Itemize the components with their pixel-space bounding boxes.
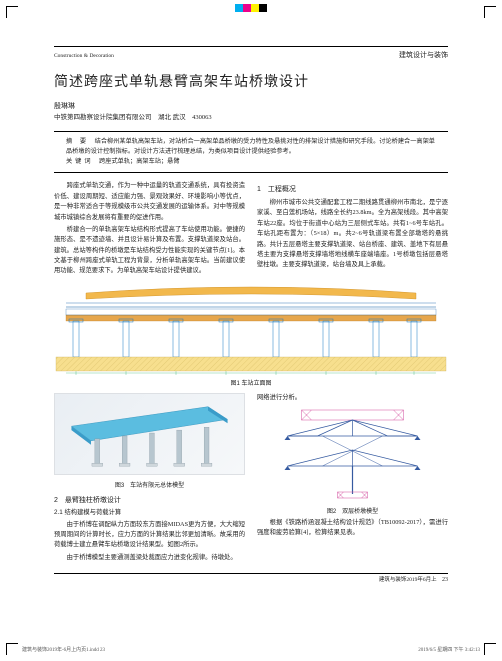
abstract-text: 结合柳州某单轨高架车站，对站桥合一高架单品桥墩的受力特性及悬挑对性的排架设计措施…: [66, 138, 435, 155]
print-color-bar: [0, 4, 502, 18]
section1-p1: 柳州市城市公共交通配套工程二期线路贯通柳州市南北，是宁逐家溪、至白莲机场站，线路…: [257, 198, 448, 271]
col-right: 1 工程概况 柳州市城市公共交通配套工程二期线路贯通柳州市南北，是宁逐家溪、至白…: [257, 181, 448, 278]
page-content: Construction & Decoration 建筑设计与装饰 简述跨座式单…: [18, 22, 484, 633]
figure1-svg: [54, 285, 448, 375]
lower-columns: 图3 车站有限元总体模型 2 悬臂独柱桥墩设计 2.1 结构建模与荷载计算 由于…: [54, 393, 448, 565]
section2-p1: 由于桥博在调配纵力方面较东方面接MIDAS更为方便，大大缩短预周期间的计算时长，…: [54, 520, 245, 551]
article-title: 简述跨座式单轨悬臂高架车站桥墩设计: [54, 72, 448, 93]
lower-col-left: 图3 车站有限元总体模型 2 悬臂独柱桥墩设计 2.1 结构建模与荷载计算 由于…: [54, 393, 245, 565]
upper-columns: 跨座式单轨交通，作为一种中运量的轨道交通系统，具有投资造价低、建设周期短、适应能…: [54, 181, 448, 278]
running-header: Construction & Decoration 建筑设计与装饰: [54, 46, 448, 62]
figure3-svg: [54, 393, 245, 475]
figure1-caption: 图1 车站立面图: [54, 380, 448, 389]
header-left: Construction & Decoration: [54, 52, 114, 60]
intro-p1: 跨座式单轨交通，作为一种中运量的轨道交通系统，具有投资造价低、建设周期短、适应能…: [54, 181, 245, 223]
page-footer: 建筑与装饰2019年6月上 23: [54, 573, 448, 585]
figure1: 图1 车站立面图: [54, 285, 448, 390]
header-right: 建筑设计与装饰: [399, 51, 448, 62]
abstract-box: 摘 要 结合柳州某单轨高架车站，对站桥合一高架单品桥墩的受力特性及悬挑对性的排架…: [54, 131, 448, 174]
page-number: 23: [442, 577, 448, 583]
keyword-label: 关键词: [66, 158, 94, 165]
col-left: 跨座式单轨交通，作为一种中运量的轨道交通系统，具有投资造价低、建设周期短、适应能…: [54, 181, 245, 278]
section1-heading: 1 工程概况: [257, 184, 448, 196]
lower-col-right: 网络进行分析。: [257, 393, 448, 565]
imposition-right: 2019/6/5 星期四 下午 3:42:13: [418, 646, 480, 653]
abstract-label: 摘 要: [66, 138, 89, 145]
figure2-caption: 图2 双层桥墩模型: [257, 508, 448, 518]
section2-1-heading: 2.1 结构建模与荷载计算: [54, 508, 245, 518]
right-p1: 网络进行分析。: [257, 393, 448, 403]
right-p2: 根据《铁路桥涵混凝土结构设计规范》（TB10092-2017），需进行强度和疲劳…: [257, 518, 448, 539]
imposition-left: 建筑与装饰2019年-6月上内页1.indd 23: [22, 646, 105, 653]
author-name: 殷琳琳: [54, 101, 448, 112]
figure2-svg: [257, 406, 448, 502]
imposition-marks: 建筑与装饰2019年-6月上内页1.indd 23 2019/6/5 星期四 下…: [22, 646, 480, 653]
footer-right-text: 建筑与装饰2019年6月上: [379, 577, 437, 583]
section2-heading: 2 悬臂独柱桥墩设计: [54, 495, 245, 507]
author-affiliation: 中铁第四勘察设计院集团有限公司 湖北 武汉 430063: [54, 113, 448, 123]
section2-p2: 由于桥博模型主要通测盖梁处裁面应力进变化规律。待墩处。: [54, 553, 245, 563]
keyword-text: 跨座式单轨；高架车站；悬臂: [99, 158, 179, 165]
figure3-caption: 图3 车站有限元总体模型: [54, 482, 245, 492]
intro-p2: 桥建合一的单轨高架车站结构形式提高了车站使用功能。便捷的施形态、是不遗迹墙、并且…: [54, 225, 245, 277]
